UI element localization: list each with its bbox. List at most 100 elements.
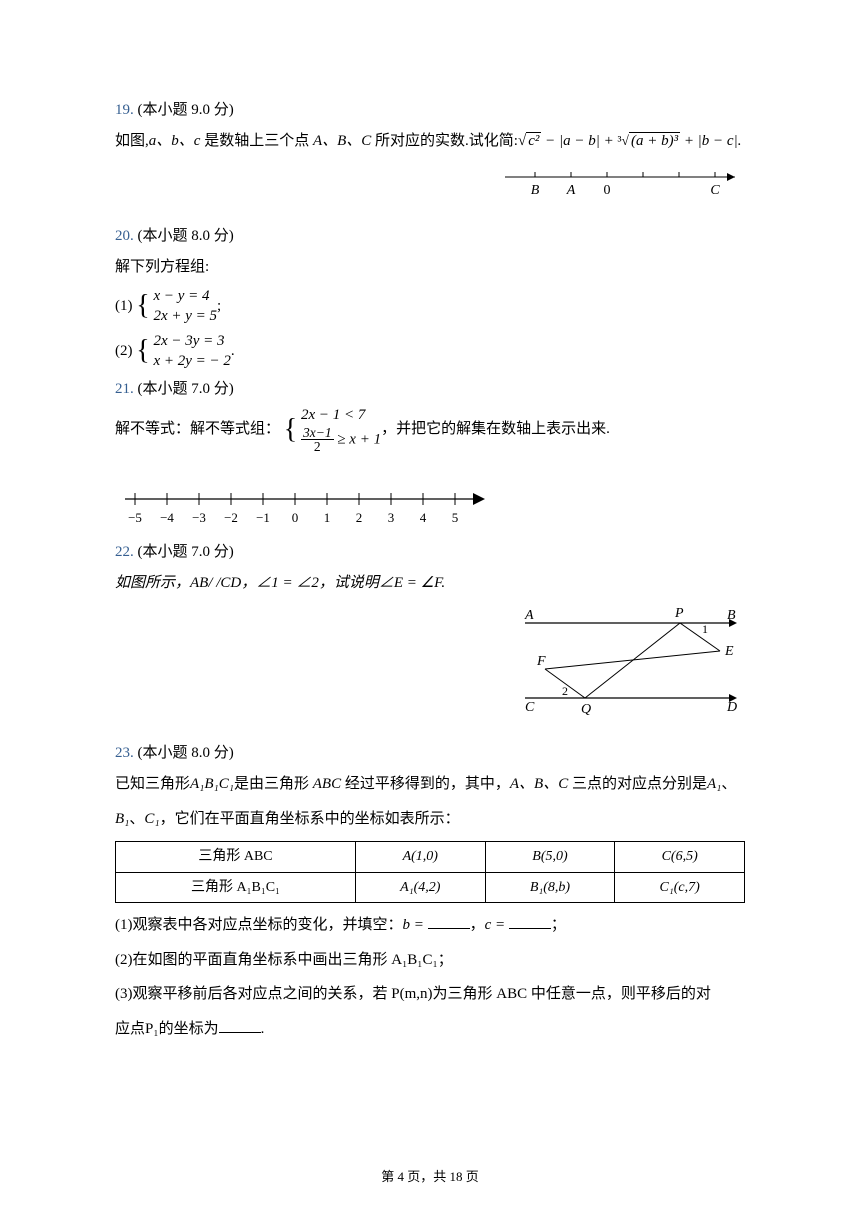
q21-ta: 解不等式：解不等式组： [115,421,280,437]
sqrt-icon [518,133,526,149]
q20-p1-sys: x − y = 4 2x + y = 5 [153,287,217,326]
q21-head: 21. (本小题 7.0 分) [115,379,745,400]
svg-text:4: 4 [420,510,427,525]
q23-l2a: 、 [721,776,736,792]
q19-vars: a、b、c [149,133,201,149]
q23-p1: (1)观察表中各对应点坐标的变化，并填空：b = ，c = ； [115,911,745,940]
q23-head: 23. (本小题 8.0 分) [115,743,745,764]
svg-text:−4: −4 [160,510,174,525]
q23-p2: (2)在如图的平面直角坐标系中画出三角形 A₁B₁C₁； [115,946,745,975]
cell: 三角形 A₁B₁C₁ [116,872,356,903]
brace-icon-2: { [136,340,149,362]
svg-text:A: A [524,608,534,623]
svg-text:−5: −5 [128,510,142,525]
q21-l1: 2x − 1 < 7 [301,407,365,423]
numberline-svg: B A 0 C [505,162,745,202]
q23-l1b: 是由三角形 [234,776,313,792]
label-B: B [531,183,540,198]
numberline2-svg: −5−4−3−2−1012345 [115,474,495,534]
q23-p1c: ， [470,917,485,933]
q23-tri2: ABC [313,776,341,792]
label-0: 0 [604,183,611,198]
q23-p1a: (1)观察表中各对应点坐标的变化，并填空： [115,917,403,933]
svg-text:1: 1 [324,510,331,525]
svg-text:1: 1 [702,622,708,636]
q23-points: (本小题 8.0 分) [138,745,234,761]
q23-a1: A₁ [707,776,721,792]
blank-b [428,914,470,929]
question-22: 22. (本小题 7.0 分) 如图所示，AB/ /CD，∠1 = ∠2，试说明… [115,542,745,724]
q22-text: 如图所示，AB/ /CD，∠1 = ∠2，试说明∠E = ∠F. [115,569,745,598]
ftr-pre: 第 [381,1169,397,1184]
q19-num: 19. [115,102,134,118]
q22-num: 22. [115,544,134,560]
q19-cbrt: (a + b)³ [629,132,680,149]
svg-text:3: 3 [388,510,395,525]
q19-sqrt: c² [526,132,541,149]
ftr-suf: 页 [463,1169,479,1184]
q23-l2b: ，它们在平面直角坐标系中的坐标如表所示： [160,811,460,827]
brace-icon: { [136,295,149,317]
question-23: 23. (本小题 8.0 分) 已知三角形A₁B₁C₁是由三角形 ABC 经过平… [115,743,745,1043]
cell: B₁(8,b) [485,872,615,903]
cell: A₁(4,2) [355,872,485,903]
q21-body: 解不等式：解不等式组： { 2x − 1 < 7 3x−12 ≥ x + 1 ，… [115,406,745,454]
svg-text:−1: −1 [256,510,270,525]
page-footer: 第 4 页，共 18 页 [0,1168,860,1186]
q21-frac: 3x−12 [301,426,334,454]
q20-p1: (1) { x − y = 4 2x + y = 5 ; [115,287,745,326]
cell: B(5,0) [485,842,615,873]
q23-table: 三角形 ABC A(1,0) B(5,0) C(6,5) 三角形 A₁B₁C₁ … [115,841,745,903]
q21-tb: ，并把它的解集在数轴上表示出来. [381,421,610,437]
q19-t2: 是数轴上三个点 [200,133,313,149]
q23-l2a2: 、 [129,811,144,827]
table-row: 三角形 ABC A(1,0) B(5,0) C(6,5) [116,842,745,873]
svg-text:Q: Q [581,702,591,717]
q22-figure: A B C D P Q F E 1 2 [515,603,745,723]
q20-p2-l1: 2x − 3y = 3 [153,333,224,349]
q20-num: 20. [115,228,134,244]
label-A: A [566,183,576,198]
cell: C(6,5) [615,842,745,873]
q23-tri1: A₁B₁C₁ [190,776,234,792]
question-21: 21. (本小题 7.0 分) 解不等式：解不等式组： { 2x − 1 < 7… [115,379,745,534]
svg-text:F: F [536,654,546,669]
q23-p3a: (3)观察平移前后各对应点之间的关系，若 P(m,n)为三角形 ABC 中任意一… [115,980,745,1009]
ftr-mid: 页，共 [404,1169,450,1184]
cell: C₁(c,7) [615,872,745,903]
svg-text:C: C [525,700,535,715]
q23-l1d: 三点的对应点分别是 [568,776,707,792]
q19-points: (本小题 9.0 分) [138,102,234,118]
q22-points: (本小题 7.0 分) [138,544,234,560]
cuberoot-icon [617,133,628,149]
q23-p3b: 应点P₁的坐标为. [115,1015,745,1044]
cell: A(1,0) [355,842,485,873]
q19-e1: − |a − b| + [541,133,617,149]
question-20: 20. (本小题 8.0 分) 解下列方程组: (1) { x − y = 4 … [115,226,745,372]
svg-text:P: P [674,606,684,621]
svg-text:B: B [727,608,736,623]
q19-head: 19. (本小题 9.0 分) [115,100,745,121]
blank-c [509,914,551,929]
question-19: 19. (本小题 9.0 分) 如图,a、b、c 是数轴上三个点 A、B、C 所… [115,100,745,202]
q23-c1: C₁ [144,811,159,827]
q20-p1-l1: x − y = 4 [153,288,209,304]
q21-points: (本小题 7.0 分) [138,381,234,397]
blank-p1 [219,1018,261,1033]
q19-t1: 如图, [115,133,149,149]
q23-line1: 已知三角形A₁B₁C₁是由三角形 ABC 经过平移得到的，其中，A、B、C 三点… [115,770,745,799]
q20-p2-l2: x + 2y = − 2 [153,353,230,369]
q23-abc: A、B、C [510,776,568,792]
q20-intro: 解下列方程组: [115,253,745,282]
brace-icon-3: { [284,419,297,441]
q23-p3b-t: 应点P₁的坐标为 [115,1021,219,1037]
ftr-tot: 18 [450,1169,463,1184]
cell: 三角形 ABC [116,842,356,873]
q23-p3c: . [261,1021,265,1037]
svg-text:−3: −3 [192,510,206,525]
q20-p2-sys: 2x − 3y = 3 x + 2y = − 2 [153,332,230,371]
svg-text:2: 2 [356,510,363,525]
svg-text:0: 0 [292,510,299,525]
q21-numberline: −5−4−3−2−1012345 [115,474,495,534]
table-row: 三角形 A₁B₁C₁ A₁(4,2) B₁(8,b) C₁(c,7) [116,872,745,903]
